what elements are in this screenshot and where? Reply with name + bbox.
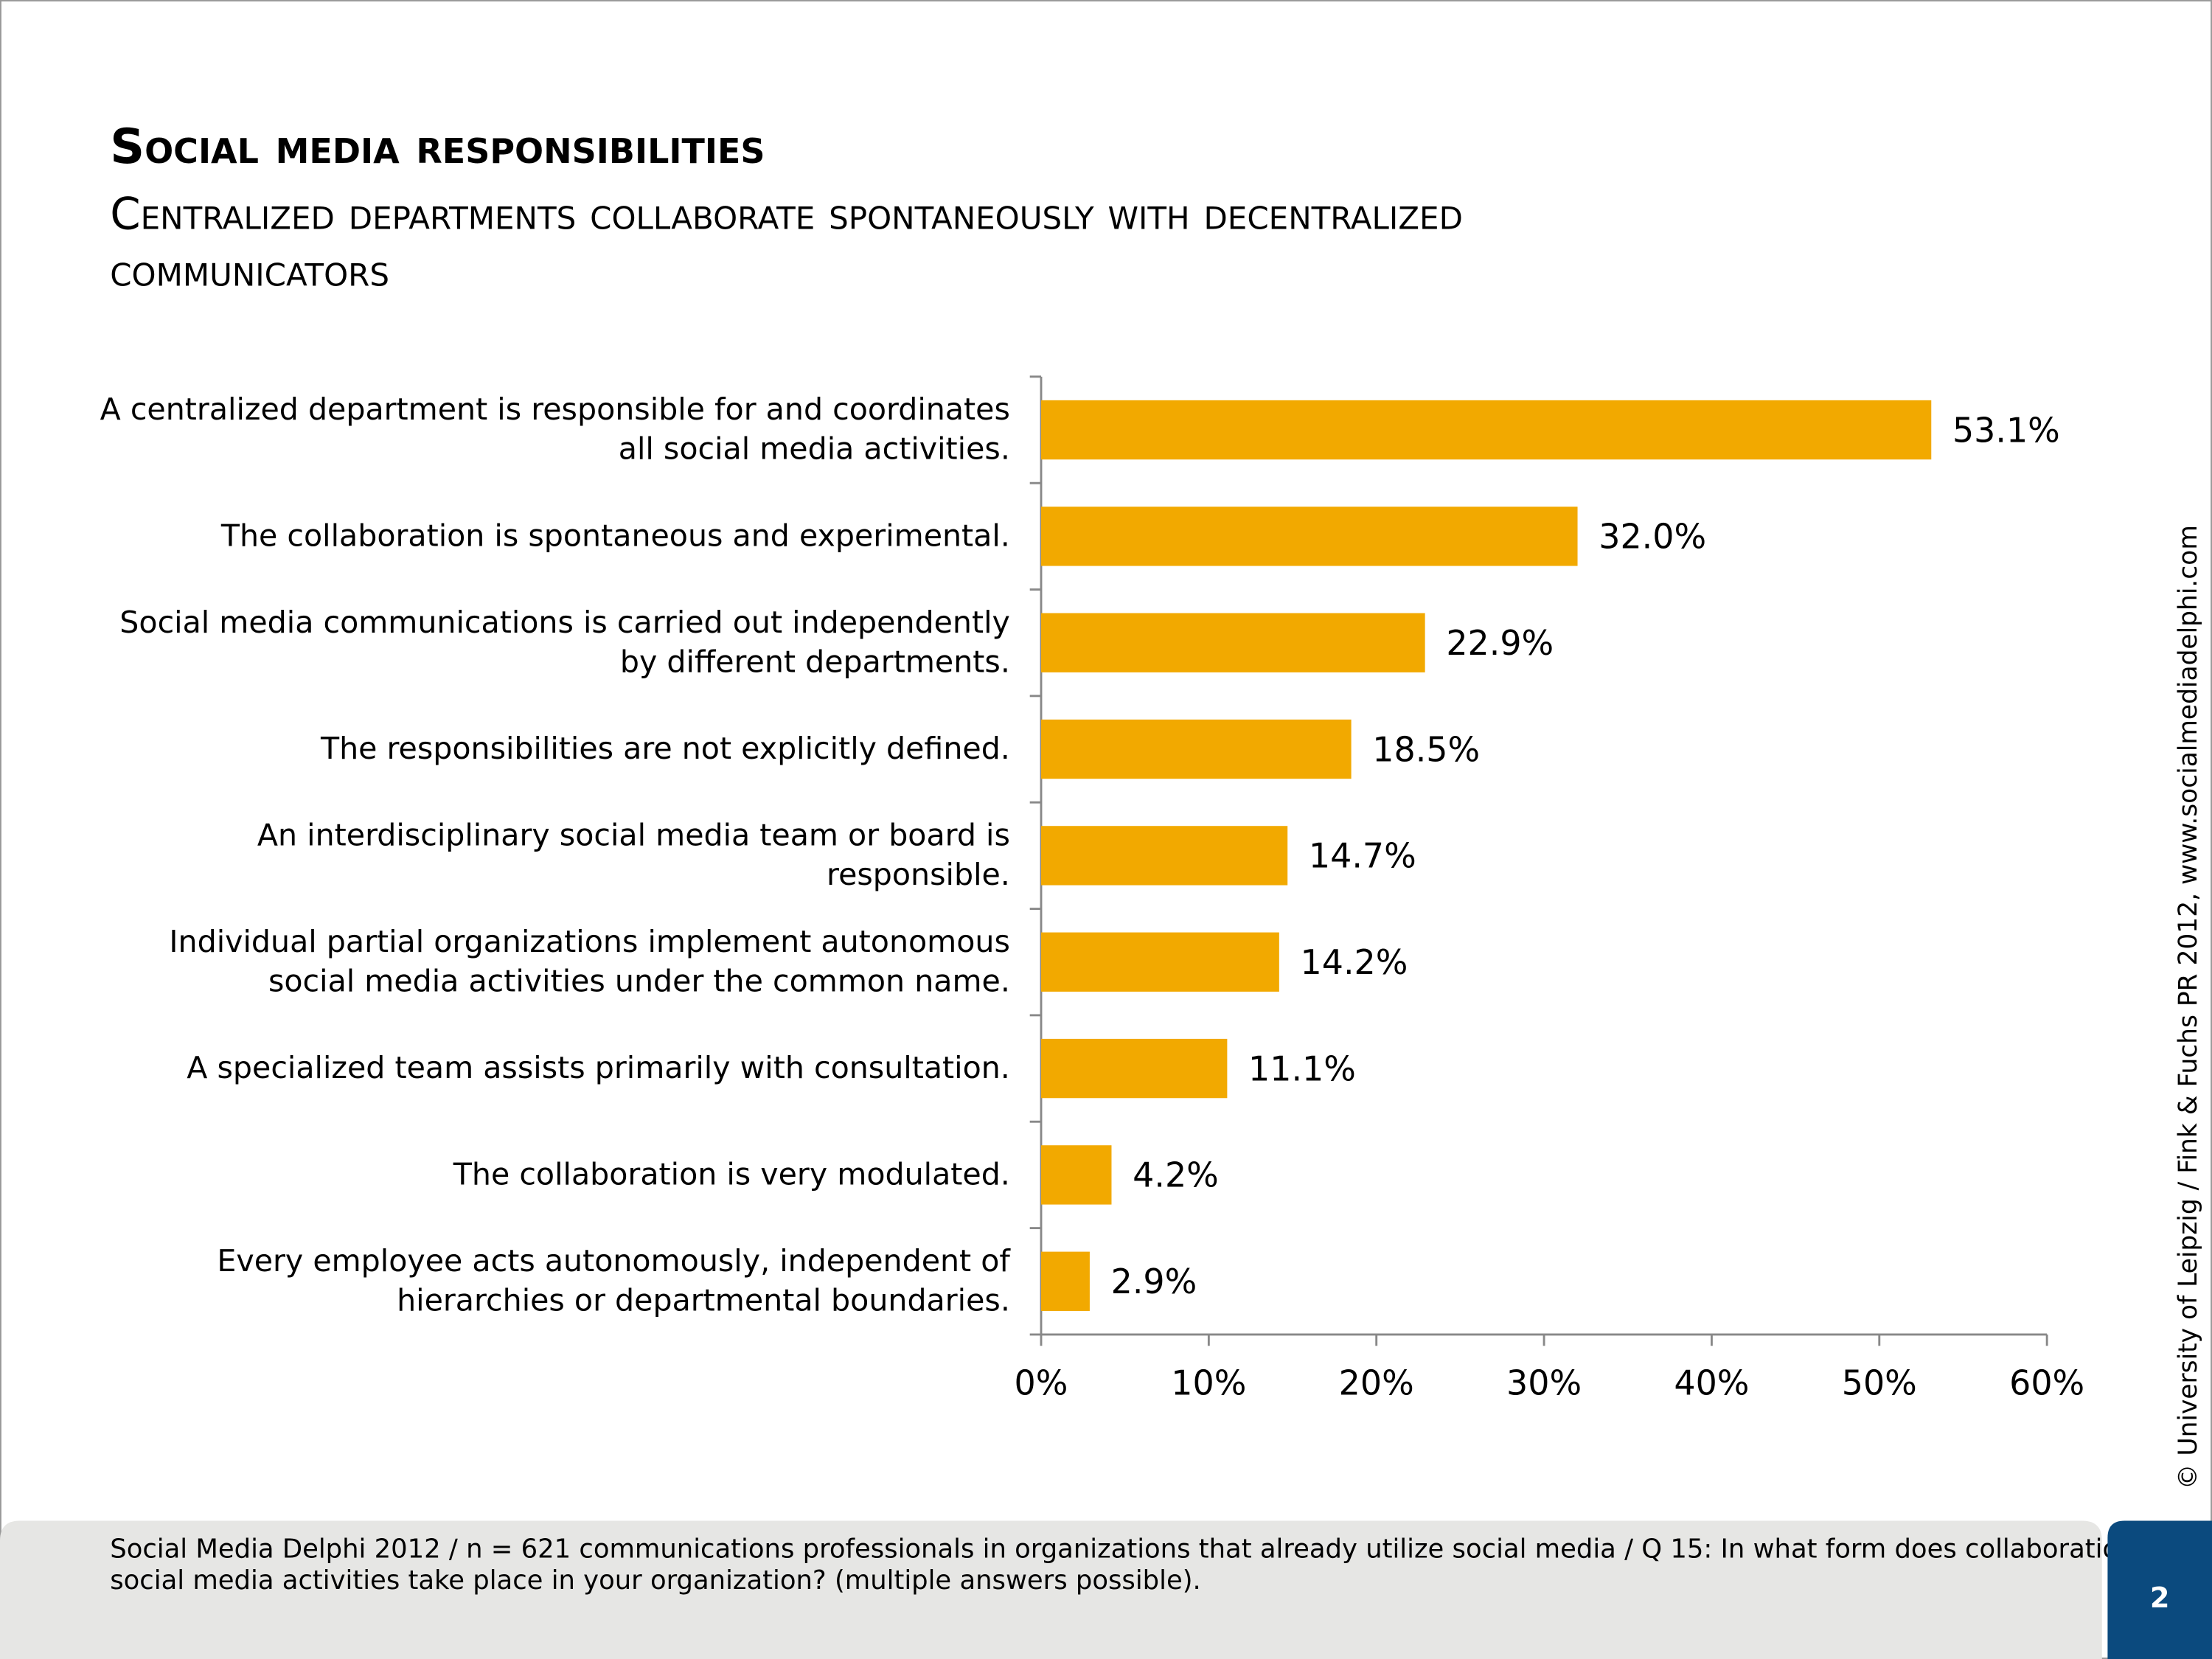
- value-label: 18.5%: [1372, 729, 1480, 769]
- x-tick-label: 10%: [1171, 1363, 1246, 1402]
- category-label: The collaboration is spontaneous and exp…: [220, 518, 1010, 553]
- bar: [1040, 719, 1352, 779]
- x-tick-label: 50%: [1842, 1363, 1917, 1402]
- x-tick-label: 0%: [1015, 1363, 1068, 1402]
- chart-title: Social media responsibilities: [110, 119, 765, 175]
- x-tick-label: 30%: [1506, 1363, 1582, 1402]
- chart-subtitle: communicators: [110, 245, 389, 296]
- footnote: social media activities take place in yo…: [110, 1565, 1201, 1596]
- bar: [1040, 1145, 1112, 1205]
- value-label: 53.1%: [1952, 410, 2060, 450]
- chart-subtitle: Centralized departments collaborate spon…: [110, 189, 1463, 240]
- bar: [1040, 507, 1578, 566]
- category-label: The collaboration is very modulated.: [453, 1156, 1010, 1192]
- category-label: Social media communications is carried o…: [119, 605, 1010, 640]
- value-label: 32.0%: [1599, 517, 1706, 557]
- value-label: 4.2%: [1133, 1155, 1219, 1195]
- bar: [1040, 1251, 1090, 1311]
- category-label: A centralized department is responsible …: [100, 392, 1010, 427]
- x-tick-label: 40%: [1674, 1363, 1749, 1402]
- category-label: social media activities under the common…: [268, 963, 1010, 998]
- x-tick-label: 20%: [1339, 1363, 1414, 1402]
- category-label: by different departments.: [620, 644, 1010, 679]
- category-label: An interdisciplinary social media team o…: [257, 818, 1010, 853]
- page-number-box: [2107, 1520, 2212, 1659]
- category-label: Every employee acts autonomously, indepe…: [217, 1243, 1011, 1279]
- value-label: 22.9%: [1446, 623, 1554, 663]
- bar: [1040, 613, 1425, 672]
- category-label: The responsibilities are not explicitly …: [320, 731, 1010, 766]
- copyright: © University of Leipzig / Fink & Fuchs P…: [2174, 525, 2203, 1489]
- bar: [1040, 932, 1279, 992]
- page-number: 2: [2150, 1582, 2170, 1615]
- category-label: all social media activities.: [619, 431, 1010, 467]
- x-tick-label: 60%: [2009, 1363, 2084, 1402]
- category-label: hierarchies or departmental boundaries.: [397, 1282, 1010, 1318]
- value-label: 14.2%: [1301, 942, 1408, 982]
- category-label: responsible.: [827, 857, 1010, 892]
- value-label: 2.9%: [1111, 1262, 1197, 1301]
- footnote: Social Media Delphi 2012 / n = 621 commu…: [110, 1534, 2167, 1565]
- bar: [1040, 400, 1932, 460]
- bar: [1040, 826, 1288, 886]
- footer-panel: [0, 1520, 2102, 1659]
- bar: [1040, 1038, 1228, 1099]
- category-label: A specialized team assists primarily wit…: [187, 1050, 1010, 1085]
- value-label: 11.1%: [1248, 1048, 1356, 1088]
- category-label: Individual partial organizations impleme…: [169, 924, 1009, 959]
- value-label: 14.7%: [1309, 836, 1416, 876]
